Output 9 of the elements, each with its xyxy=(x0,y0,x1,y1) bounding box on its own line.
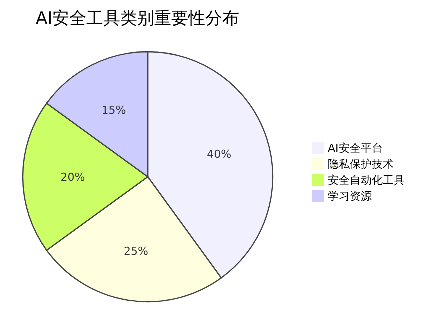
legend-label: 学习资源 xyxy=(328,190,372,203)
data-label: 25% xyxy=(124,245,148,258)
data-label: 15% xyxy=(102,104,126,118)
slice-label: AI安全平台 xyxy=(328,142,383,155)
data-label: 20% xyxy=(60,171,86,184)
chart-title: AI安全工具类别重要性分布 xyxy=(36,9,240,29)
legend-label: 安全自动化工具 xyxy=(328,174,405,187)
legend-label: 隐私保护技术 xyxy=(328,158,394,171)
data-label: 40% xyxy=(207,148,232,161)
